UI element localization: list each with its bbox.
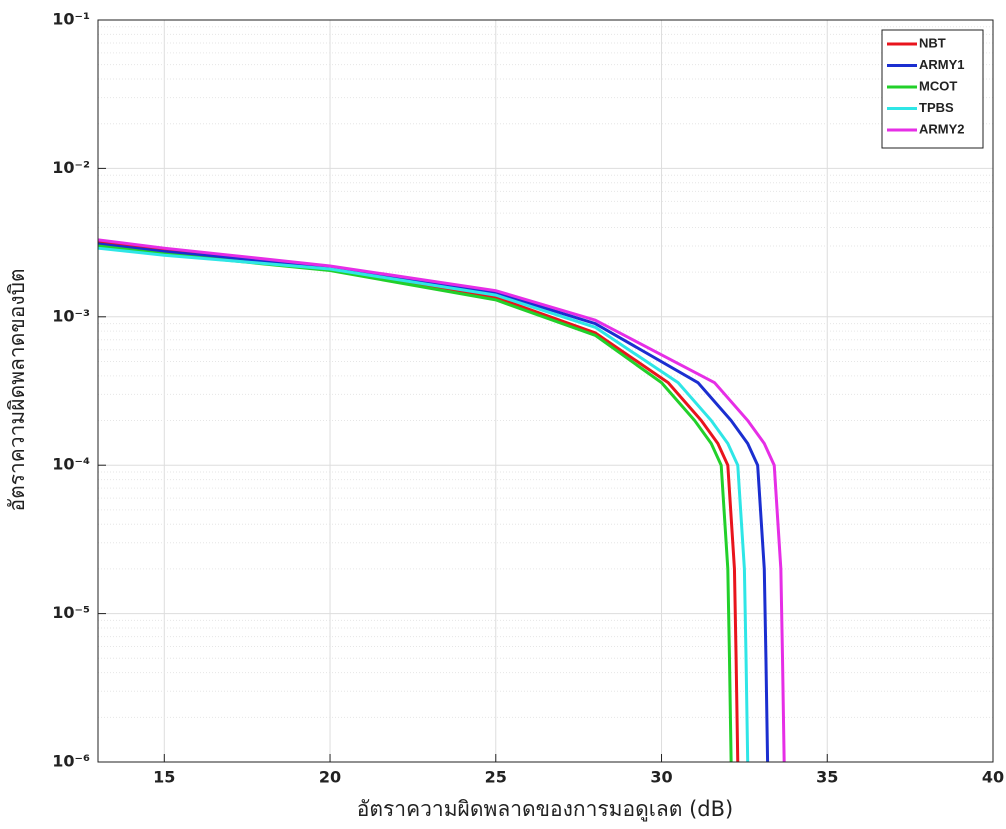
legend-box — [881, 29, 984, 149]
series-line — [97, 246, 750, 763]
x-tick-label: 40 — [982, 768, 1004, 787]
legend: NBT ARMY1 MCOT TPBS ARMY2 — [881, 29, 984, 149]
x-tick-label: 35 — [816, 768, 838, 787]
y-tick-label: 10⁻⁶ — [52, 752, 90, 771]
x-axis-label: อัตราความผิดพลาดของการมอดูเลต (dB) — [357, 797, 733, 822]
legend-label: ARMY1 — [919, 57, 965, 72]
x-tick-label: 25 — [485, 768, 507, 787]
x-tick-label: 20 — [319, 768, 341, 787]
y-tick-label: 10⁻⁵ — [52, 603, 90, 622]
y-tick-label: 10⁻² — [52, 158, 90, 177]
plot-area — [98, 20, 993, 762]
plot-frame — [97, 19, 994, 763]
lines — [97, 238, 786, 763]
legend-label: ARMY2 — [919, 121, 965, 136]
y-tick-label: 10⁻¹ — [52, 10, 90, 29]
legend-label: TPBS — [919, 100, 954, 115]
y-tick-label: 10⁻³ — [52, 306, 90, 325]
legend-label: MCOT — [919, 78, 957, 93]
series-line — [97, 238, 786, 763]
axes: 15 20 25 30 35 40 10⁻⁶ 10⁻⁵ 10⁻⁴ 10⁻³ 10⁻² 10⁻¹ — [52, 10, 1004, 787]
x-tick-label: 15 — [153, 768, 175, 787]
y-axis-label: อัตราความผิดพลาดของบิต — [5, 268, 29, 511]
y-tick-label: 10⁻⁴ — [52, 455, 90, 474]
legend-label: NBT — [919, 35, 946, 50]
series-line — [97, 242, 770, 763]
x-tick-label: 30 — [650, 768, 672, 787]
